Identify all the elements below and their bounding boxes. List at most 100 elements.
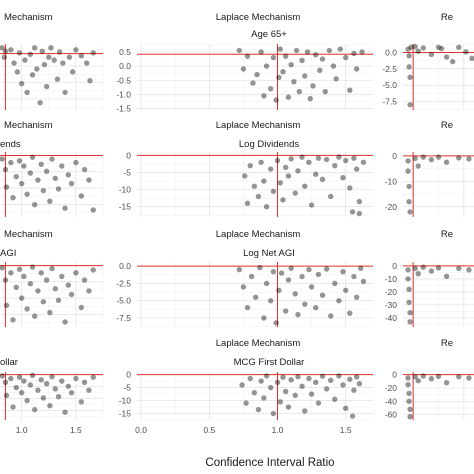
data-point <box>340 268 346 275</box>
data-point <box>0 265 5 271</box>
data-point <box>406 286 412 292</box>
data-point <box>18 295 25 301</box>
data-point <box>405 158 411 164</box>
data-point <box>68 180 75 187</box>
data-point <box>35 288 41 294</box>
data-point <box>306 266 312 273</box>
data-point <box>73 47 79 53</box>
data-point <box>251 183 258 189</box>
data-point <box>282 164 289 171</box>
data-point <box>319 176 326 183</box>
data-point <box>29 264 36 270</box>
data-point <box>428 51 435 58</box>
data-point <box>351 50 357 57</box>
data-point <box>3 184 10 190</box>
data-point <box>2 277 9 283</box>
panel-r1-c1: Mechanism <box>0 12 104 110</box>
data-point <box>405 168 411 174</box>
data-point <box>27 382 34 388</box>
data-point <box>43 83 50 90</box>
data-point <box>299 383 305 389</box>
data-point <box>78 53 85 59</box>
data-point <box>13 173 19 180</box>
data-point <box>261 93 267 99</box>
data-point <box>308 284 315 290</box>
data-point <box>40 187 47 194</box>
data-point <box>323 156 330 163</box>
panel-r2-c3: Re 0 -10 -20 <box>385 120 474 217</box>
data-point <box>330 63 337 69</box>
x-tick-label: 0.5 <box>203 425 215 435</box>
facet-strip-label: Laplace Mechanism <box>216 120 301 131</box>
y-tick-label: -40 <box>385 396 398 406</box>
data-point <box>319 292 326 298</box>
data-point <box>353 66 360 72</box>
data-point <box>31 406 38 413</box>
data-point <box>13 384 19 391</box>
panel-r3-c1: Mechanism AGI <box>0 229 104 327</box>
data-point <box>48 45 54 51</box>
data-point <box>405 46 411 52</box>
data-point <box>47 309 53 316</box>
data-point <box>59 273 65 280</box>
data-point <box>292 392 298 399</box>
data-point <box>323 266 330 272</box>
y-tick-label: -30 <box>385 300 398 310</box>
data-point <box>267 298 274 304</box>
data-point <box>288 377 294 383</box>
y-tick-label: 0.0 <box>119 261 131 271</box>
data-point <box>273 320 279 326</box>
data-point <box>261 315 267 321</box>
data-point <box>270 410 277 417</box>
data-point <box>336 373 342 379</box>
data-point <box>317 67 323 74</box>
data-point <box>420 45 426 51</box>
y-tick-label: -10 <box>119 185 132 195</box>
data-point <box>62 319 68 325</box>
data-point <box>406 299 412 305</box>
data-point <box>443 159 450 165</box>
data-point <box>337 46 343 52</box>
data-point <box>407 209 413 215</box>
data-point <box>358 265 364 271</box>
data-point <box>340 382 346 388</box>
data-point <box>466 375 472 381</box>
panel-r2-c1: Mechanism ends <box>0 120 104 217</box>
panel-title: MCG First Dollar <box>234 357 305 368</box>
data-point <box>456 373 462 380</box>
data-point <box>295 311 301 318</box>
data-point <box>420 373 426 379</box>
y-tick-label: 0.0 <box>385 47 397 57</box>
data-point <box>306 375 312 382</box>
data-point <box>257 264 263 271</box>
data-point <box>27 51 34 57</box>
data-point <box>273 97 279 103</box>
data-point <box>280 69 286 75</box>
data-point <box>16 374 23 380</box>
data-point <box>407 74 413 81</box>
data-point <box>11 60 17 66</box>
data-point <box>35 387 41 393</box>
data-point <box>412 373 418 380</box>
data-point <box>73 375 79 382</box>
data-point <box>288 61 294 68</box>
data-point <box>55 186 62 192</box>
data-point <box>40 395 47 401</box>
data-point <box>38 270 44 276</box>
y-tick-label: -10 <box>385 176 398 186</box>
facet-strip-label: Re <box>441 229 453 240</box>
facet-strip-label: Laplace Mechanism <box>216 338 301 349</box>
data-point <box>405 375 411 381</box>
data-point <box>31 45 38 51</box>
data-point <box>90 50 96 56</box>
data-point <box>276 287 282 294</box>
data-point <box>463 49 469 55</box>
data-point <box>450 58 456 65</box>
data-point <box>319 56 326 62</box>
data-point <box>255 406 262 413</box>
data-point <box>68 390 75 396</box>
y-tick-label: -1.0 <box>116 89 131 99</box>
data-point <box>466 267 472 273</box>
data-point <box>280 374 286 380</box>
